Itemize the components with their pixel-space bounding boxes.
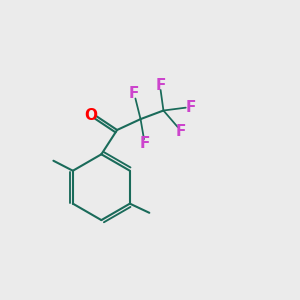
Text: F: F: [155, 78, 166, 93]
Text: F: F: [140, 136, 150, 151]
Text: O: O: [84, 108, 97, 123]
Text: F: F: [176, 124, 186, 139]
Text: F: F: [186, 100, 196, 115]
Text: F: F: [128, 86, 139, 101]
